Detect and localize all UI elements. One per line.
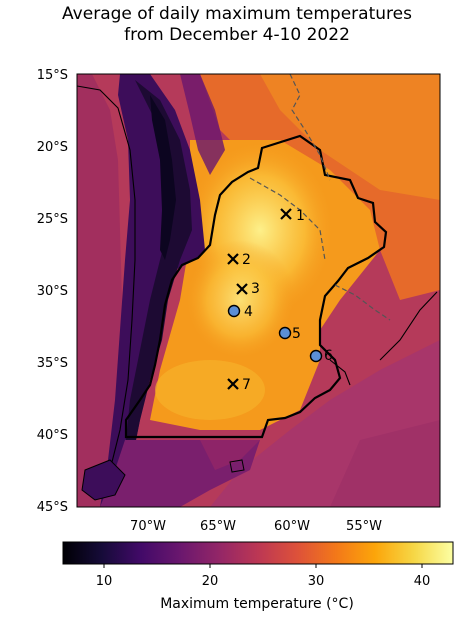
- marker-label-2: 2: [242, 252, 251, 268]
- marker-7: 7: [227, 377, 251, 393]
- chart-title: Average of daily maximum temperatures fr…: [0, 4, 474, 46]
- lat-axis: 15°S 20°S 25°S 30°S 35°S 40°S 45°S: [37, 68, 68, 515]
- circle-marker-icon: [278, 326, 292, 340]
- lat-tick-35s: 35°S: [37, 356, 68, 371]
- marker-label-1: 1: [296, 208, 305, 224]
- marker-5: 5: [278, 326, 301, 342]
- colorbar-tick-40: 40: [414, 574, 431, 589]
- x-marker-icon: [227, 378, 239, 390]
- lon-tick-55w: 55°W: [346, 519, 382, 534]
- lon-tick-70w: 70°W: [130, 519, 166, 534]
- marker-4: 4: [227, 304, 253, 320]
- colorbar-label: Maximum temperature (°C): [160, 596, 354, 612]
- x-marker-icon: [227, 253, 239, 265]
- marker-1: 1: [280, 208, 305, 224]
- colorbar-tick-20: 20: [202, 574, 219, 589]
- lon-axis: 70°W 65°W 60°W 55°W: [130, 519, 382, 534]
- marker-6: 6: [309, 348, 333, 364]
- lon-tick-65w: 65°W: [200, 519, 236, 534]
- colorbar-tick-10: 10: [96, 574, 113, 589]
- temperature-raster: [77, 74, 440, 507]
- colorbar-tick-30: 30: [308, 574, 325, 589]
- map-frame: [76, 73, 441, 508]
- lat-tick-40s: 40°S: [37, 428, 68, 443]
- title-line-2: from December 4-10 2022: [124, 25, 350, 45]
- marker-3: 3: [236, 281, 260, 297]
- lat-tick-20s: 20°S: [37, 140, 68, 155]
- x-marker-icon: [280, 208, 292, 220]
- marker-label-7: 7: [242, 377, 251, 393]
- colorbar: 10 20 30 40: [62, 541, 454, 589]
- marker-label-4: 4: [244, 304, 253, 320]
- lat-tick-25s: 25°S: [37, 212, 68, 227]
- circle-marker-icon: [309, 349, 323, 363]
- lat-tick-15s: 15°S: [37, 68, 68, 83]
- colorbar-gradient: [62, 541, 454, 565]
- station-markers: 1 2 3 4 5 6 7: [227, 208, 333, 393]
- x-marker-icon: [236, 283, 248, 295]
- marker-label-6: 6: [324, 348, 333, 364]
- marker-label-3: 3: [251, 281, 260, 297]
- lat-tick-30s: 30°S: [37, 284, 68, 299]
- marker-2: 2: [227, 252, 251, 268]
- lat-tick-45s: 45°S: [37, 500, 68, 515]
- circle-marker-icon: [227, 304, 241, 318]
- title-line-1: Average of daily maximum temperatures: [62, 4, 412, 24]
- lon-tick-60w: 60°W: [274, 519, 310, 534]
- marker-label-5: 5: [292, 326, 301, 342]
